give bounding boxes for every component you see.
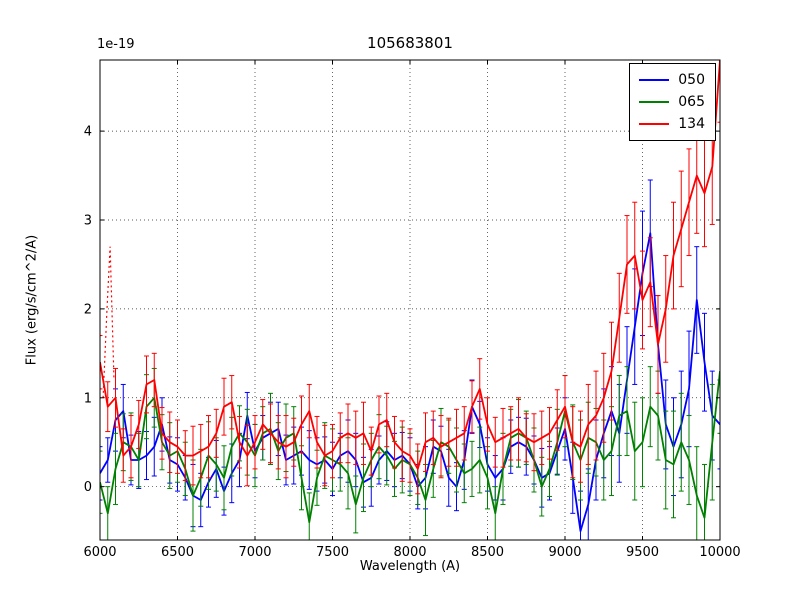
x-tick-label: 9500 bbox=[626, 545, 659, 560]
legend-item-050: 050 bbox=[639, 69, 705, 91]
series-134 bbox=[100, 60, 720, 495]
x-axis-label: Wavelength (A) bbox=[359, 559, 461, 574]
legend-item-134: 134 bbox=[639, 113, 705, 135]
tick-labels: 6000 6500 7000 7500 8000 8500 9000 9500 10000 0 1 2… bbox=[83, 125, 740, 560]
x-tick-label: 8500 bbox=[471, 545, 504, 560]
y-tick-label: 4 bbox=[84, 125, 92, 140]
legend-label-065: 065 bbox=[678, 94, 705, 110]
ticks bbox=[99, 60, 721, 540]
y-tick-label: 3 bbox=[84, 214, 92, 229]
legend-line-sample-134 bbox=[639, 122, 670, 126]
series-group bbox=[100, 60, 720, 540]
y-axis-offset-text: 1e-19 bbox=[97, 37, 135, 52]
x-tick-label: 7500 bbox=[316, 545, 349, 560]
x-tick-label: 8000 bbox=[393, 545, 426, 560]
plot-title: 105683801 bbox=[367, 34, 453, 52]
legend-line-sample-050 bbox=[639, 78, 670, 82]
legend-label-134: 134 bbox=[678, 116, 705, 132]
legend-label-050: 050 bbox=[678, 72, 705, 88]
x-tick-label: 7000 bbox=[238, 545, 271, 560]
y-tick-label: 2 bbox=[84, 302, 92, 317]
y-tick-label: 0 bbox=[84, 480, 92, 495]
x-tick-label: 9000 bbox=[548, 545, 581, 560]
line-134 bbox=[100, 60, 720, 470]
134-dotted-spike bbox=[102, 246, 115, 398]
y-tick-label: 1 bbox=[84, 391, 92, 406]
y-axis-label: Flux (erg/s/cm^2/A) bbox=[24, 234, 40, 366]
legend-line-sample-065 bbox=[639, 100, 670, 104]
x-tick-label: 10000 bbox=[699, 545, 740, 560]
legend: 050 065 134 bbox=[629, 63, 716, 141]
legend-item-065: 065 bbox=[639, 91, 705, 113]
x-tick-label: 6500 bbox=[161, 545, 194, 560]
x-tick-label: 6000 bbox=[83, 545, 116, 560]
